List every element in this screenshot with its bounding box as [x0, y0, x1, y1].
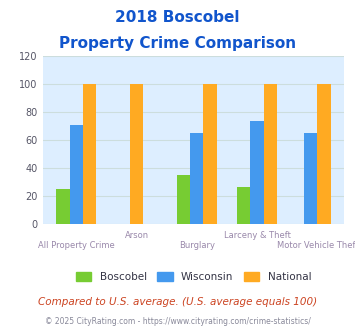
Text: All Property Crime: All Property Crime: [38, 241, 115, 250]
Text: Property Crime Comparison: Property Crime Comparison: [59, 36, 296, 51]
Bar: [237, 186, 250, 224]
Text: Compared to U.S. average. (U.S. average equals 100): Compared to U.S. average. (U.S. average …: [38, 297, 317, 307]
Bar: [203, 84, 217, 224]
Bar: [70, 125, 83, 224]
Text: Arson: Arson: [125, 231, 148, 240]
Text: © 2025 CityRating.com - https://www.cityrating.com/crime-statistics/: © 2025 CityRating.com - https://www.city…: [45, 317, 310, 326]
Text: Motor Vehicle Theft: Motor Vehicle Theft: [277, 241, 355, 250]
Bar: [83, 84, 96, 224]
Bar: [317, 84, 331, 224]
Legend: Boscobel, Wisconsin, National: Boscobel, Wisconsin, National: [71, 268, 316, 286]
Bar: [130, 84, 143, 224]
Bar: [250, 121, 264, 224]
Text: 2018 Boscobel: 2018 Boscobel: [115, 10, 240, 25]
Text: Burglary: Burglary: [179, 241, 215, 250]
Bar: [177, 175, 190, 224]
Bar: [190, 133, 203, 224]
Bar: [56, 189, 70, 224]
Text: Larceny & Theft: Larceny & Theft: [224, 231, 290, 240]
Bar: [304, 133, 317, 224]
Bar: [264, 84, 277, 224]
